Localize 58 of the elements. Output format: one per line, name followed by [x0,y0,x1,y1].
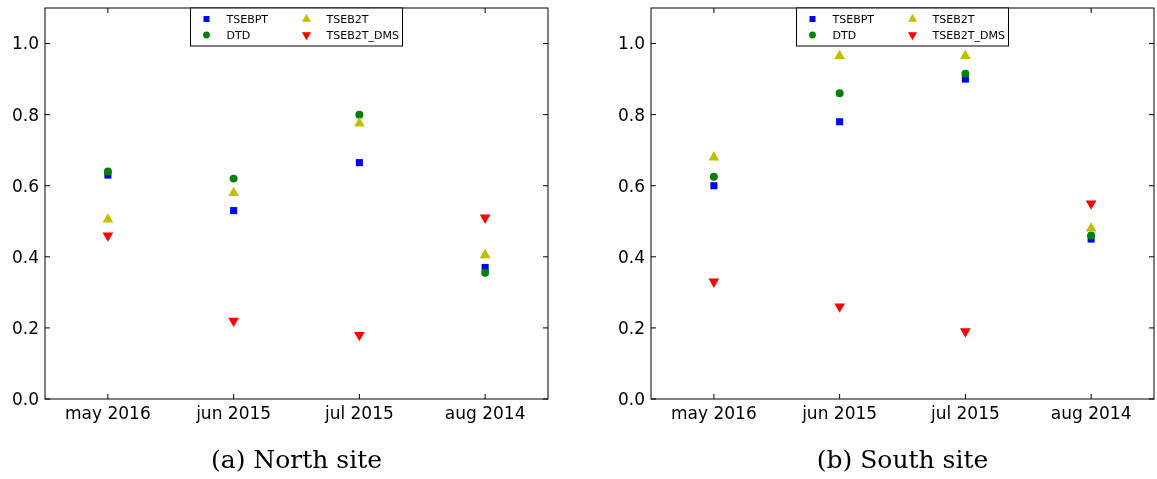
y-tick-label: 0.2 [11,317,39,338]
point [1085,222,1097,232]
point [103,167,112,176]
x-tick-label: jun 2015 [195,403,272,423]
point [961,69,970,78]
point [709,172,718,181]
point [1085,200,1097,210]
x-tick-label: jul 2015 [323,403,394,423]
y-tick-label: 0.4 [11,246,39,267]
point [355,159,363,167]
point [836,118,844,126]
point [960,49,971,60]
x-tick-label: may 2016 [671,403,757,423]
point [102,213,114,223]
point [708,151,720,161]
y-tick-label: 0.4 [617,246,645,267]
y-tick-label: 0.0 [11,388,39,409]
y-tick-label: 0.6 [11,175,39,196]
point [228,186,239,196]
point [834,303,845,313]
point [960,328,971,338]
point [710,182,718,190]
point [1087,231,1096,240]
y-tick-label: 1.0 [617,33,645,54]
point [230,207,238,215]
x-tick-label: jul 2015 [929,403,1000,423]
y-tick-label: 0.8 [617,104,645,125]
point [228,317,239,327]
point [479,214,491,224]
legend-label: DTD [832,28,857,42]
point [229,174,238,183]
legend-label: TSEB2T_DMS [931,28,1005,42]
point [479,248,491,259]
point [834,49,845,60]
y-tick-label: 1.0 [11,33,39,54]
legend-label: DTD [226,28,251,42]
text: (a) North site [211,445,382,474]
point [481,268,490,277]
point [354,117,365,127]
x-tick-label: aug 2014 [1050,403,1132,423]
y-tick-label: 0.2 [617,317,645,338]
text: (b) South site [816,445,989,474]
legend-label: TSEB2T [931,12,975,26]
legend-label: TSEB2T_DMS [325,28,399,42]
y-tick-label: 0.0 [617,388,645,409]
x-tick-label: jun 2015 [801,403,878,423]
y-tick-label: 0.8 [11,104,39,125]
legend-label: TSEB2T [325,12,369,26]
point [102,232,114,242]
x-tick-label: aug 2014 [444,403,526,423]
point [355,110,364,119]
point [708,278,720,288]
point [835,89,844,98]
x-tick-label: may 2016 [65,403,151,423]
y-tick-label: 0.6 [617,175,645,196]
legend-label: TSEBPT [225,12,269,26]
point [354,331,365,342]
legend-label: TSEBPT [831,12,875,26]
